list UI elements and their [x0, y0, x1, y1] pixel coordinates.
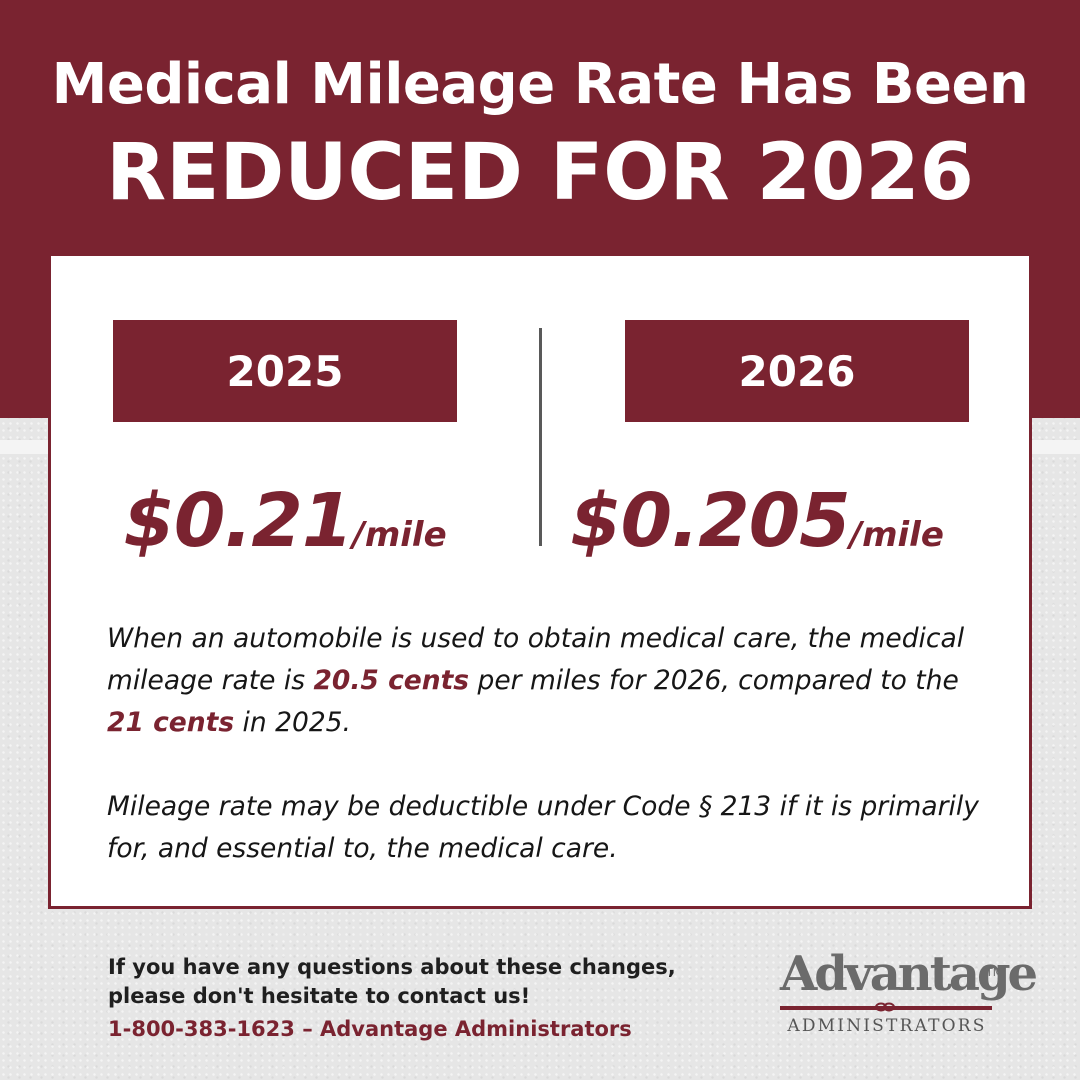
rate-2026: $0.205/mile [547, 478, 967, 564]
knot-icon [875, 1002, 895, 1012]
highlight-2025-rate: 21 cents [107, 707, 235, 738]
year-label-2025: 2025 [113, 320, 457, 422]
footer-contact[interactable]: 1-800-383-1623 – Advantage Administrator… [108, 1017, 632, 1041]
logo-trademark: TM [986, 966, 1003, 979]
advantage-logo: Advantage TM ADMINISTRATORS [772, 946, 1038, 1042]
headline-line-2: REDUCED FOR 2026 [106, 128, 974, 218]
accent-line-right [1032, 440, 1080, 454]
explanation-text: per miles for 2026, compared to the [469, 665, 959, 696]
deductibility-note: Mileage rate may be deductible under Cod… [107, 791, 979, 864]
logo-wordmark: Advantage [780, 946, 1038, 1002]
column-divider [539, 328, 542, 546]
rate-2025-amount: $0.21 [123, 478, 353, 564]
footer-question: If you have any questions about these ch… [108, 955, 676, 1008]
rate-explanation: When an automobile is used to obtain med… [107, 618, 987, 744]
accent-line-left [0, 440, 48, 454]
highlight-2026-rate: 20.5 cents [313, 665, 470, 696]
explanation-text: When an automobile is used to obtain med… [107, 623, 965, 696]
rate-2025-unit: /mile [352, 515, 447, 555]
rate-2025: $0.21/mile [75, 478, 495, 564]
logo-subtitle: ADMINISTRATORS [787, 1016, 987, 1036]
explanation-text: in 2025. [234, 707, 351, 738]
year-label-2026: 2026 [625, 320, 969, 422]
rate-2026-unit: /mile [849, 515, 944, 555]
rate-2026-amount: $0.205 [570, 478, 851, 564]
headline-line-1: Medical Mileage Rate Has Been [51, 52, 1029, 117]
rate-comparison-card: 2025 2026 $0.21/mile $0.205/mile When an… [48, 253, 1032, 909]
